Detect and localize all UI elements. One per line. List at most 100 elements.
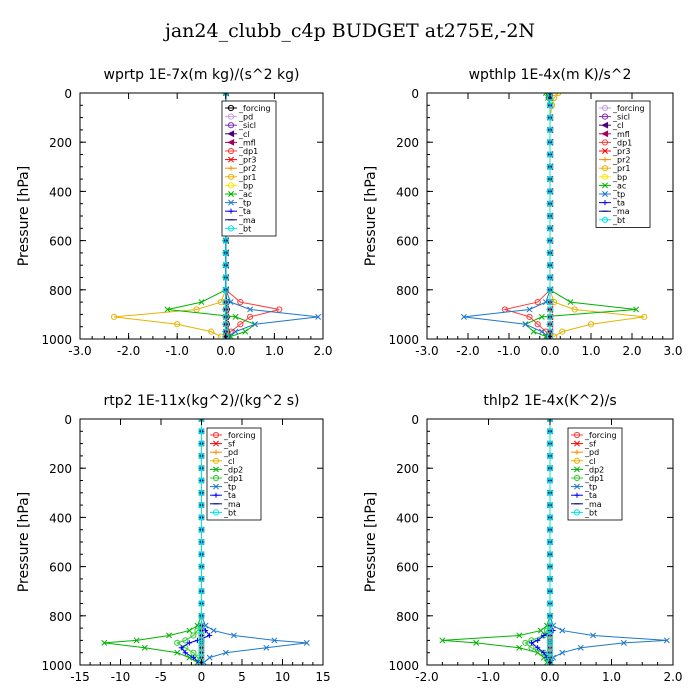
legend-label: _tp bbox=[223, 483, 236, 492]
legend-label: _forcing bbox=[223, 431, 256, 440]
panel-1: wprtp 1E-7x(m kg)/(s^2 kg) Pressure [hPa]… bbox=[16, 67, 333, 358]
legend-marker bbox=[602, 200, 608, 206]
data-point bbox=[541, 650, 547, 656]
legend-label: _tp bbox=[584, 483, 597, 492]
data-point bbox=[546, 538, 554, 546]
y-axis-label: Pressure [hPa] bbox=[363, 492, 379, 592]
legend-marker bbox=[602, 191, 608, 197]
legend-label: _mfl bbox=[238, 138, 256, 147]
legend-marker bbox=[228, 191, 234, 197]
data-point bbox=[315, 313, 322, 320]
y-tick-label: 1000 bbox=[388, 659, 419, 673]
data-point bbox=[276, 306, 283, 313]
data-point bbox=[237, 299, 244, 306]
data-point bbox=[546, 249, 554, 256]
data-point bbox=[178, 645, 184, 651]
legend-label: _ma bbox=[238, 216, 256, 225]
legend-marker bbox=[228, 156, 234, 163]
data-point bbox=[101, 639, 108, 646]
data-point bbox=[198, 477, 205, 484]
legend-label: _pd bbox=[238, 113, 253, 122]
legend-label: _pd bbox=[584, 448, 599, 457]
panel-title: wprtp 1E-7x(m kg)/(s^2 kg) bbox=[104, 67, 300, 83]
legend-label: _pr3 bbox=[612, 147, 630, 156]
legend-label: _ta bbox=[238, 207, 251, 216]
data-point bbox=[198, 489, 205, 496]
legend-label: _tp bbox=[612, 190, 625, 199]
data-point bbox=[546, 237, 554, 244]
legend-marker bbox=[227, 113, 235, 120]
legend-marker bbox=[227, 138, 235, 146]
data-point bbox=[546, 575, 554, 583]
data-point bbox=[526, 306, 533, 313]
x-tick-label: 2.0 bbox=[622, 344, 641, 358]
data-point bbox=[546, 225, 554, 232]
legend-label: _pr1 bbox=[238, 173, 256, 182]
y-tick-label: 800 bbox=[49, 284, 72, 298]
y-tick-label: 800 bbox=[396, 284, 419, 298]
y-axis-label: Pressure [hPa] bbox=[363, 166, 379, 266]
legend-marker bbox=[574, 440, 580, 447]
legend-label: _ta bbox=[612, 199, 625, 208]
x-tick-label: -2.0 bbox=[456, 344, 479, 358]
data-point bbox=[546, 477, 554, 484]
data-point bbox=[559, 328, 566, 335]
legend-label: _dp1 bbox=[612, 138, 632, 147]
legend-label: _ta bbox=[223, 491, 236, 500]
data-point bbox=[210, 627, 217, 634]
data-point bbox=[190, 632, 197, 639]
data-point bbox=[198, 452, 205, 459]
data-point bbox=[198, 637, 205, 644]
series-group bbox=[439, 419, 670, 665]
data-point bbox=[222, 649, 229, 656]
data-point bbox=[546, 489, 554, 496]
y-tick-label: 600 bbox=[396, 561, 419, 575]
legend-marker bbox=[213, 440, 219, 447]
y-tick-label: 800 bbox=[49, 610, 72, 624]
data-point bbox=[208, 328, 215, 335]
legend-marker bbox=[213, 483, 219, 490]
data-point bbox=[237, 321, 244, 328]
data-point bbox=[198, 588, 205, 595]
y-tick-label: 1000 bbox=[388, 333, 419, 347]
data-point bbox=[198, 563, 205, 570]
data-point bbox=[198, 465, 205, 472]
data-point bbox=[174, 639, 181, 646]
y-tick-label: 1000 bbox=[41, 659, 72, 673]
data-point bbox=[546, 612, 554, 619]
y-tick-label: 0 bbox=[64, 87, 72, 101]
data-point bbox=[198, 612, 205, 619]
data-point bbox=[546, 274, 554, 281]
series-line-dp2 bbox=[442, 419, 551, 663]
data-point bbox=[546, 188, 554, 195]
data-point bbox=[222, 321, 229, 328]
data-point bbox=[222, 306, 229, 313]
legend-marker bbox=[212, 509, 220, 516]
data-point bbox=[577, 644, 584, 651]
data-point bbox=[242, 328, 249, 335]
legend: _forcing_pd_sicl_cl_mfl_dp1_pr3_pr2_pr1_… bbox=[221, 100, 277, 237]
data-point bbox=[546, 299, 554, 306]
data-point bbox=[247, 313, 254, 320]
legend-marker bbox=[602, 148, 608, 154]
data-point bbox=[538, 313, 545, 320]
legend-marker bbox=[602, 182, 608, 189]
legend-label: _ta bbox=[584, 491, 597, 500]
legend-label: _sicl bbox=[612, 113, 630, 122]
data-point bbox=[546, 465, 554, 472]
data-point bbox=[546, 114, 554, 121]
x-tick-label: 1.0 bbox=[581, 344, 600, 358]
legend-label: _pr1 bbox=[612, 164, 630, 173]
x-tick-label: 15 bbox=[315, 670, 330, 684]
data-point bbox=[571, 306, 578, 313]
data-point bbox=[538, 328, 545, 335]
data-point bbox=[546, 637, 554, 644]
y-tick-label: 0 bbox=[64, 413, 72, 427]
data-point bbox=[222, 249, 229, 256]
legend-label: _pr2 bbox=[612, 156, 630, 165]
series-line-pr1 bbox=[113, 93, 227, 337]
data-point bbox=[546, 306, 554, 313]
y-tick-label: 600 bbox=[49, 235, 72, 249]
legend-marker bbox=[228, 199, 234, 206]
legend-marker bbox=[227, 173, 235, 180]
